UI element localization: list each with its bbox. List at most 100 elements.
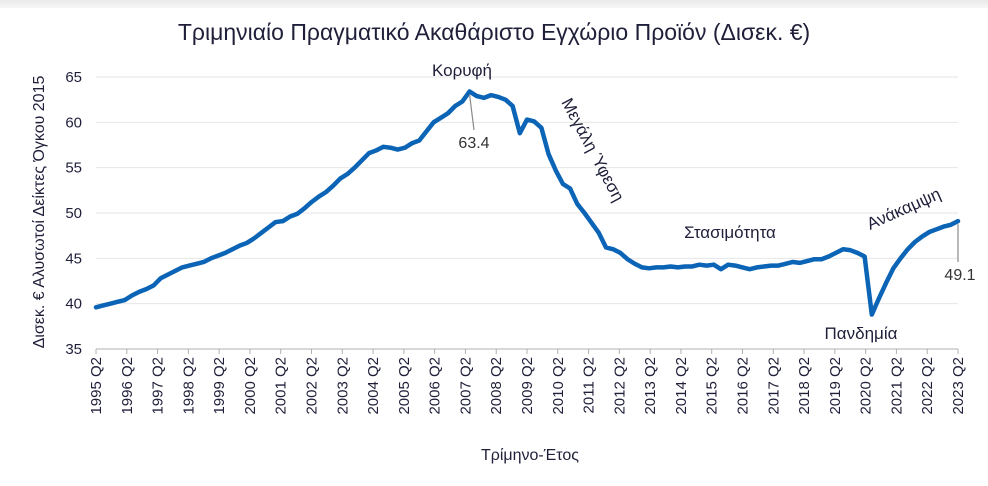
data-point bbox=[288, 215, 292, 219]
x-tick-label: 2013 Q2 bbox=[642, 357, 659, 415]
data-point bbox=[812, 257, 816, 261]
x-tick-label: 2008 Q2 bbox=[488, 357, 505, 415]
data-point bbox=[546, 152, 551, 156]
recovery-label: Ανάκαμψη bbox=[864, 184, 944, 233]
y-tick-label: 65 bbox=[65, 69, 82, 86]
y-tick-labels: 35 40 45 50 55 60 65 bbox=[65, 69, 82, 358]
data-point bbox=[532, 119, 536, 124]
data-point bbox=[726, 263, 730, 267]
data-point bbox=[819, 257, 824, 261]
data-point bbox=[259, 231, 263, 235]
data-point bbox=[863, 254, 867, 259]
data-point bbox=[511, 104, 515, 108]
data-point bbox=[159, 276, 163, 280]
data-point bbox=[180, 265, 184, 269]
data-point bbox=[238, 244, 242, 248]
data-point bbox=[748, 267, 752, 271]
data-point bbox=[317, 195, 321, 199]
data-point bbox=[604, 245, 608, 250]
data-point bbox=[848, 248, 852, 252]
data-point bbox=[956, 219, 960, 223]
series-points bbox=[94, 89, 960, 317]
data-point bbox=[575, 202, 579, 206]
stagnation-label: Στασιμότητα bbox=[684, 223, 776, 242]
data-point bbox=[704, 263, 709, 268]
data-point bbox=[597, 231, 601, 235]
data-point bbox=[769, 263, 773, 268]
data-point bbox=[345, 172, 350, 176]
x-tick-label: 2010 Q2 bbox=[550, 357, 567, 415]
data-point bbox=[252, 236, 256, 240]
y-axis-title: Δισεκ. € Αλυσωτοί Δείκτες Όγκου 2015 bbox=[31, 76, 48, 349]
data-point bbox=[245, 241, 249, 245]
data-point bbox=[762, 264, 766, 269]
data-point bbox=[353, 166, 357, 170]
data-point bbox=[137, 290, 141, 294]
data-point bbox=[446, 111, 450, 115]
x-tick-label: 1996 Q2 bbox=[119, 357, 136, 415]
data-point bbox=[173, 269, 177, 273]
data-point bbox=[898, 256, 903, 260]
data-point bbox=[209, 256, 213, 260]
data-point bbox=[503, 98, 508, 102]
data-point bbox=[690, 264, 694, 269]
x-tick-label: 2015 Q2 bbox=[704, 357, 721, 415]
data-point bbox=[841, 247, 845, 251]
data-point bbox=[360, 158, 364, 163]
peak-value-label: 63.4 bbox=[458, 135, 489, 152]
y-tick-label: 40 bbox=[65, 296, 82, 313]
data-point bbox=[374, 148, 378, 153]
data-point bbox=[123, 298, 127, 302]
x-tick-labels: 1995 Q2 1996 Q2 1997 Q2 1998 Q2 1999 Q2 2000 … bbox=[88, 349, 967, 415]
data-point bbox=[187, 263, 191, 268]
data-point bbox=[216, 254, 220, 258]
data-point bbox=[640, 265, 644, 269]
data-point bbox=[805, 259, 809, 263]
data-point bbox=[338, 176, 342, 181]
x-axis-title: Τρίμηνο-Έτος bbox=[481, 447, 579, 464]
data-point bbox=[949, 223, 953, 227]
data-point bbox=[798, 261, 802, 265]
data-point bbox=[482, 96, 486, 100]
x-tick-label: 2023 Q2 bbox=[950, 357, 967, 415]
data-point bbox=[697, 263, 702, 267]
x-tick-label: 1997 Q2 bbox=[150, 357, 167, 415]
data-point bbox=[151, 283, 156, 288]
data-point bbox=[302, 206, 306, 211]
peak-label: Κορυφή bbox=[432, 61, 492, 80]
data-point bbox=[281, 219, 285, 223]
x-tick-label: 2016 Q2 bbox=[735, 357, 752, 415]
data-point bbox=[776, 263, 781, 268]
data-point bbox=[108, 302, 112, 306]
data-point bbox=[475, 94, 479, 98]
data-point bbox=[590, 221, 594, 225]
data-point bbox=[755, 265, 759, 269]
x-tick-label: 2004 Q2 bbox=[365, 357, 382, 415]
data-point bbox=[913, 240, 917, 244]
data-point bbox=[525, 118, 529, 122]
data-point bbox=[719, 267, 723, 271]
x-tick-label: 2009 Q2 bbox=[519, 357, 536, 415]
data-point bbox=[439, 116, 443, 120]
data-point bbox=[367, 151, 371, 155]
data-point bbox=[733, 263, 737, 268]
data-point bbox=[324, 190, 328, 194]
data-point bbox=[884, 281, 888, 285]
y-tick-label: 35 bbox=[65, 341, 82, 358]
data-point bbox=[647, 266, 651, 270]
data-point bbox=[712, 263, 716, 267]
x-tick-label: 2019 Q2 bbox=[827, 357, 844, 415]
x-tick-label: 2001 Q2 bbox=[273, 357, 290, 415]
data-point bbox=[94, 305, 98, 309]
data-point bbox=[934, 227, 939, 231]
x-tick-label: 1999 Q2 bbox=[211, 357, 228, 415]
data-point bbox=[403, 146, 407, 150]
data-point bbox=[611, 247, 615, 251]
data-point bbox=[453, 104, 457, 108]
data-point bbox=[166, 273, 170, 277]
peak-leader-line bbox=[468, 94, 475, 131]
data-point bbox=[683, 264, 687, 269]
x-tick-label: 2018 Q2 bbox=[796, 357, 813, 415]
data-point bbox=[309, 200, 314, 204]
pandemic-label: Πανδημία bbox=[825, 324, 898, 343]
